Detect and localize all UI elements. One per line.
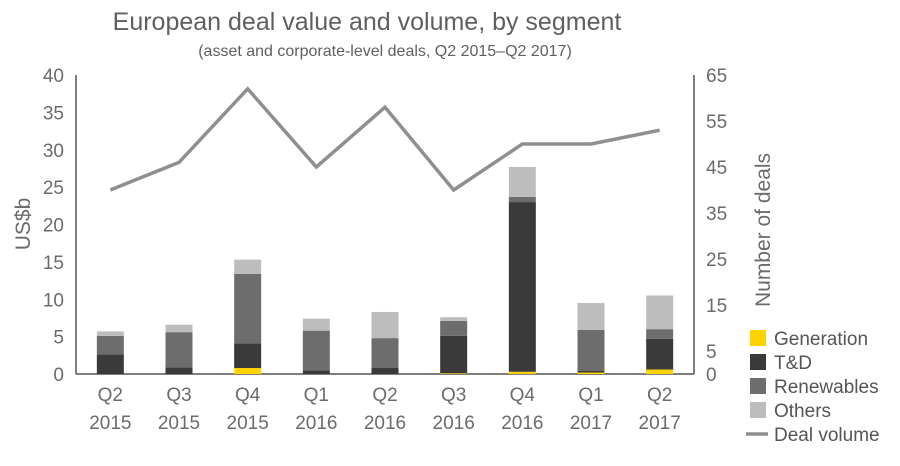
x-tick-quarter: Q2	[647, 385, 672, 406]
bar-renewables	[165, 332, 193, 368]
bar-t-d	[302, 370, 330, 374]
x-tick-quarter: Q3	[441, 385, 466, 406]
bar-others	[577, 302, 605, 330]
bar-t-d	[371, 368, 399, 374]
bar-others	[96, 331, 124, 336]
bar-others	[165, 324, 193, 333]
x-tick-quarter: Q4	[235, 385, 261, 406]
bar-t-d	[234, 343, 262, 369]
bar-renewables	[96, 335, 124, 355]
legend-label: T&D	[774, 353, 812, 374]
x-tick-year: 2017	[639, 413, 681, 434]
x-tick-year: 2015	[158, 413, 200, 434]
bar-generation	[646, 369, 674, 374]
right-tick-label: 5	[706, 342, 717, 363]
right-tick-label: 55	[706, 112, 727, 133]
bar-generation	[508, 371, 536, 374]
x-tick-quarter: Q1	[304, 385, 329, 406]
left-tick-label: 0	[53, 365, 64, 386]
right-tick-label: 0	[706, 365, 717, 386]
bar-t-d	[646, 338, 674, 370]
right-tick-label: 15	[706, 296, 727, 317]
left-tick-label: 5	[53, 328, 64, 349]
x-tick-year: 2016	[501, 413, 543, 434]
x-tick-quarter: Q2	[372, 385, 397, 406]
bar-renewables	[646, 329, 674, 339]
x-tick-quarter: Q1	[578, 385, 603, 406]
bar-renewables	[234, 273, 262, 344]
bar-renewables	[440, 320, 468, 336]
bar-t-d	[165, 367, 193, 374]
bar-others	[302, 318, 330, 331]
x-tick-year: 2016	[433, 413, 475, 434]
bar-generation	[577, 372, 605, 374]
bar-others	[371, 311, 399, 339]
legend-label: Others	[774, 401, 831, 422]
left-tick-label: 40	[43, 66, 64, 87]
bar-t-d	[440, 335, 468, 374]
left-tick-label: 20	[43, 216, 64, 237]
legend-swatch	[750, 402, 766, 418]
bar-others	[440, 317, 468, 321]
legend-label: Deal volume	[774, 425, 880, 446]
x-tick-year: 2015	[227, 413, 269, 434]
x-axis-labels: Q2 2015 Q3 2015 Q4 2015 Q1 2016 Q2 2016 Q3 2016 Q4 20…	[89, 385, 681, 434]
bar-generation	[440, 373, 468, 374]
chart-title: European deal value and volume, by segme…	[113, 8, 622, 36]
left-tick-label: 10	[43, 290, 64, 311]
bar-others	[234, 259, 262, 274]
x-tick-year: 2017	[570, 413, 612, 434]
x-tick-year: 2016	[364, 413, 406, 434]
bar-stacks	[96, 166, 674, 374]
right-tick-label: 45	[706, 158, 727, 179]
bar-renewables	[371, 338, 399, 369]
y2-axis-label: Number of deals	[752, 153, 775, 307]
legend: Generation T&D Renewables Others Deal volume	[746, 329, 880, 446]
bar-others	[508, 166, 536, 197]
bar-renewables	[577, 329, 605, 372]
bar-t-d	[96, 354, 124, 374]
right-tick-label: 25	[706, 250, 727, 271]
left-tick-label: 25	[43, 178, 64, 199]
bar-generation	[234, 368, 262, 374]
bar-t-d	[508, 202, 536, 372]
y-axis-label: US$b	[12, 198, 35, 251]
right-tick-label: 35	[706, 204, 727, 225]
x-tick-year: 2016	[295, 413, 337, 434]
legend-swatch	[750, 354, 766, 370]
legend-label: Generation	[774, 329, 868, 350]
x-tick-quarter: Q4	[510, 385, 536, 406]
left-tick-label: 15	[43, 253, 64, 274]
left-tick-label: 35	[43, 103, 64, 124]
left-tick-label: 30	[43, 141, 64, 162]
legend-swatch	[750, 378, 766, 394]
right-axis-ticks: 05 15 25 35 45 55 65	[706, 66, 727, 386]
right-tick-label: 65	[706, 66, 727, 87]
legend-swatch	[750, 330, 766, 346]
chart-subtitle: (asset and corporate-level deals, Q2 201…	[198, 43, 572, 60]
bar-others	[646, 295, 674, 330]
x-tick-quarter: Q2	[98, 385, 123, 406]
bar-renewables	[302, 330, 330, 371]
deal-volume-line	[109, 86, 661, 193]
x-tick-quarter: Q3	[166, 385, 191, 406]
x-tick-year: 2015	[89, 413, 131, 434]
left-axis-ticks: 0 5 10 15 20 25 30 35 40	[43, 66, 64, 386]
bar-renewables	[508, 196, 536, 203]
legend-label: Renewables	[774, 377, 879, 398]
bar-t-d	[577, 371, 605, 373]
